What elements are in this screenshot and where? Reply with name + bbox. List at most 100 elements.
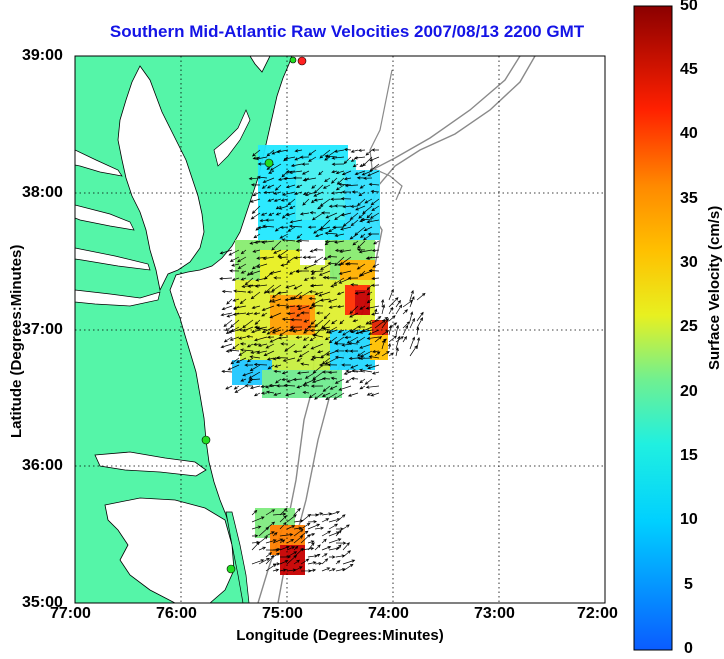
velocity-arrow — [266, 357, 275, 361]
velocity-arrow — [251, 149, 261, 157]
velocity-arrow — [246, 334, 254, 339]
velocity-arrow — [251, 205, 261, 214]
velocity-arrow — [308, 392, 317, 399]
velocity-arrow — [321, 518, 330, 523]
velocity-arrow — [308, 305, 317, 310]
velocity-arrow — [321, 392, 331, 397]
velocity-arrow — [303, 263, 317, 270]
velocity-arrow — [342, 524, 350, 530]
velocity-arrow — [395, 347, 399, 357]
velocity-arrow — [395, 299, 401, 308]
velocity-arrow — [265, 531, 275, 537]
velocity-arrow — [310, 198, 317, 204]
velocity-arrow — [313, 198, 324, 202]
velocity-arrow — [300, 534, 311, 544]
velocity-arrow — [314, 319, 324, 328]
velocity-arrow — [280, 198, 289, 202]
velocity-arrow — [402, 336, 407, 343]
velocity-arrow — [300, 530, 309, 537]
velocity-arrow — [304, 191, 317, 197]
velocity-arrow — [374, 316, 382, 322]
velocity-arrow — [330, 177, 338, 184]
velocity-arrow — [416, 336, 421, 350]
velocity-arrow — [271, 298, 282, 303]
velocity-arrow — [292, 176, 303, 180]
colorbar-label: Surface Velocity (cm/s) — [706, 205, 723, 370]
y-tick-label: 36:00 — [22, 457, 63, 474]
plot-frame — [74, 55, 606, 604]
velocity-arrow — [338, 385, 352, 391]
velocity-arrow — [278, 205, 289, 210]
velocity-arrow — [324, 336, 331, 341]
velocity-arrow — [265, 385, 275, 389]
velocity-arrow — [358, 249, 373, 254]
velocity-arrow — [276, 356, 289, 360]
velocity-arrow — [277, 291, 289, 295]
velocity-arrow — [233, 289, 247, 293]
y-tick-label: 38:00 — [22, 184, 63, 201]
velocity-arrow — [327, 298, 338, 303]
velocity-arrow — [254, 336, 268, 342]
velocity-arrow — [233, 385, 240, 390]
velocity-arrow — [334, 248, 345, 253]
velocity-arrow — [349, 305, 359, 315]
velocity-arrow — [349, 212, 359, 220]
velocity-arrow — [239, 348, 254, 352]
colorbar-tick-label: 30 — [680, 254, 698, 271]
velocity-arrow — [289, 296, 303, 300]
velocity-arrow — [308, 290, 317, 294]
velocity-arrow — [347, 276, 359, 280]
velocity-arrow — [240, 249, 247, 255]
velocity-arrow — [293, 507, 301, 516]
pamlico-sound — [104, 497, 235, 603]
velocity-arrow — [289, 325, 303, 329]
velocity-arrow — [258, 526, 270, 537]
velocity-arrow — [223, 336, 233, 343]
velocity-arrow — [322, 184, 331, 189]
velocity-arrow — [301, 170, 310, 175]
velocity-arrow — [395, 336, 404, 343]
velocity-arrow — [309, 211, 317, 215]
velocity-arrow — [308, 296, 317, 301]
velocity-arrow — [324, 156, 331, 161]
velocity-arrow — [365, 256, 380, 260]
velocity-arrow — [272, 357, 282, 361]
velocity-arrow — [364, 378, 373, 385]
x-tick-label: 72:00 — [577, 605, 618, 622]
velocity-arrow — [266, 149, 275, 157]
velocity-arrow — [260, 212, 268, 216]
velocity-arrow — [342, 219, 352, 227]
velocity-arrow — [230, 357, 240, 365]
velocity-arrow — [229, 256, 240, 262]
velocity-arrow — [238, 350, 247, 356]
velocity-arrow — [251, 263, 261, 270]
velocity-arrow — [339, 319, 345, 325]
velocity-arrow — [324, 177, 331, 183]
colorbar-tick-label: 20 — [680, 383, 698, 400]
velocity-arrow — [335, 541, 347, 545]
velocity-arrow — [300, 558, 310, 565]
velocity-arrow — [279, 568, 287, 572]
velocity-arrow — [350, 204, 359, 208]
velocity-arrow — [318, 170, 324, 176]
velocity-arrow — [285, 392, 296, 397]
velocity-arrow — [289, 219, 303, 224]
velocity-arrow — [232, 298, 240, 302]
velocity-arrow — [257, 226, 268, 230]
velocity-arrow — [220, 312, 233, 317]
velocity-arrow — [253, 342, 261, 346]
graticule — [75, 56, 605, 603]
velocity-arrow — [278, 255, 289, 260]
albemarle-sound — [94, 451, 207, 477]
colorbar-tick-label: 5 — [684, 576, 693, 593]
velocity-arrow — [370, 189, 380, 194]
velocity-arrow — [337, 262, 345, 267]
velocity-arrow — [232, 305, 247, 310]
velocity-arrow — [273, 249, 282, 254]
velocity-arrow — [366, 284, 373, 291]
velocity-arrow — [336, 304, 345, 309]
velocity-arrow — [302, 336, 310, 341]
y-axis-label: Latitude (Degrees:Minutes) — [8, 244, 25, 438]
velocity-arrow — [250, 212, 261, 220]
velocity-arrow — [416, 311, 424, 322]
